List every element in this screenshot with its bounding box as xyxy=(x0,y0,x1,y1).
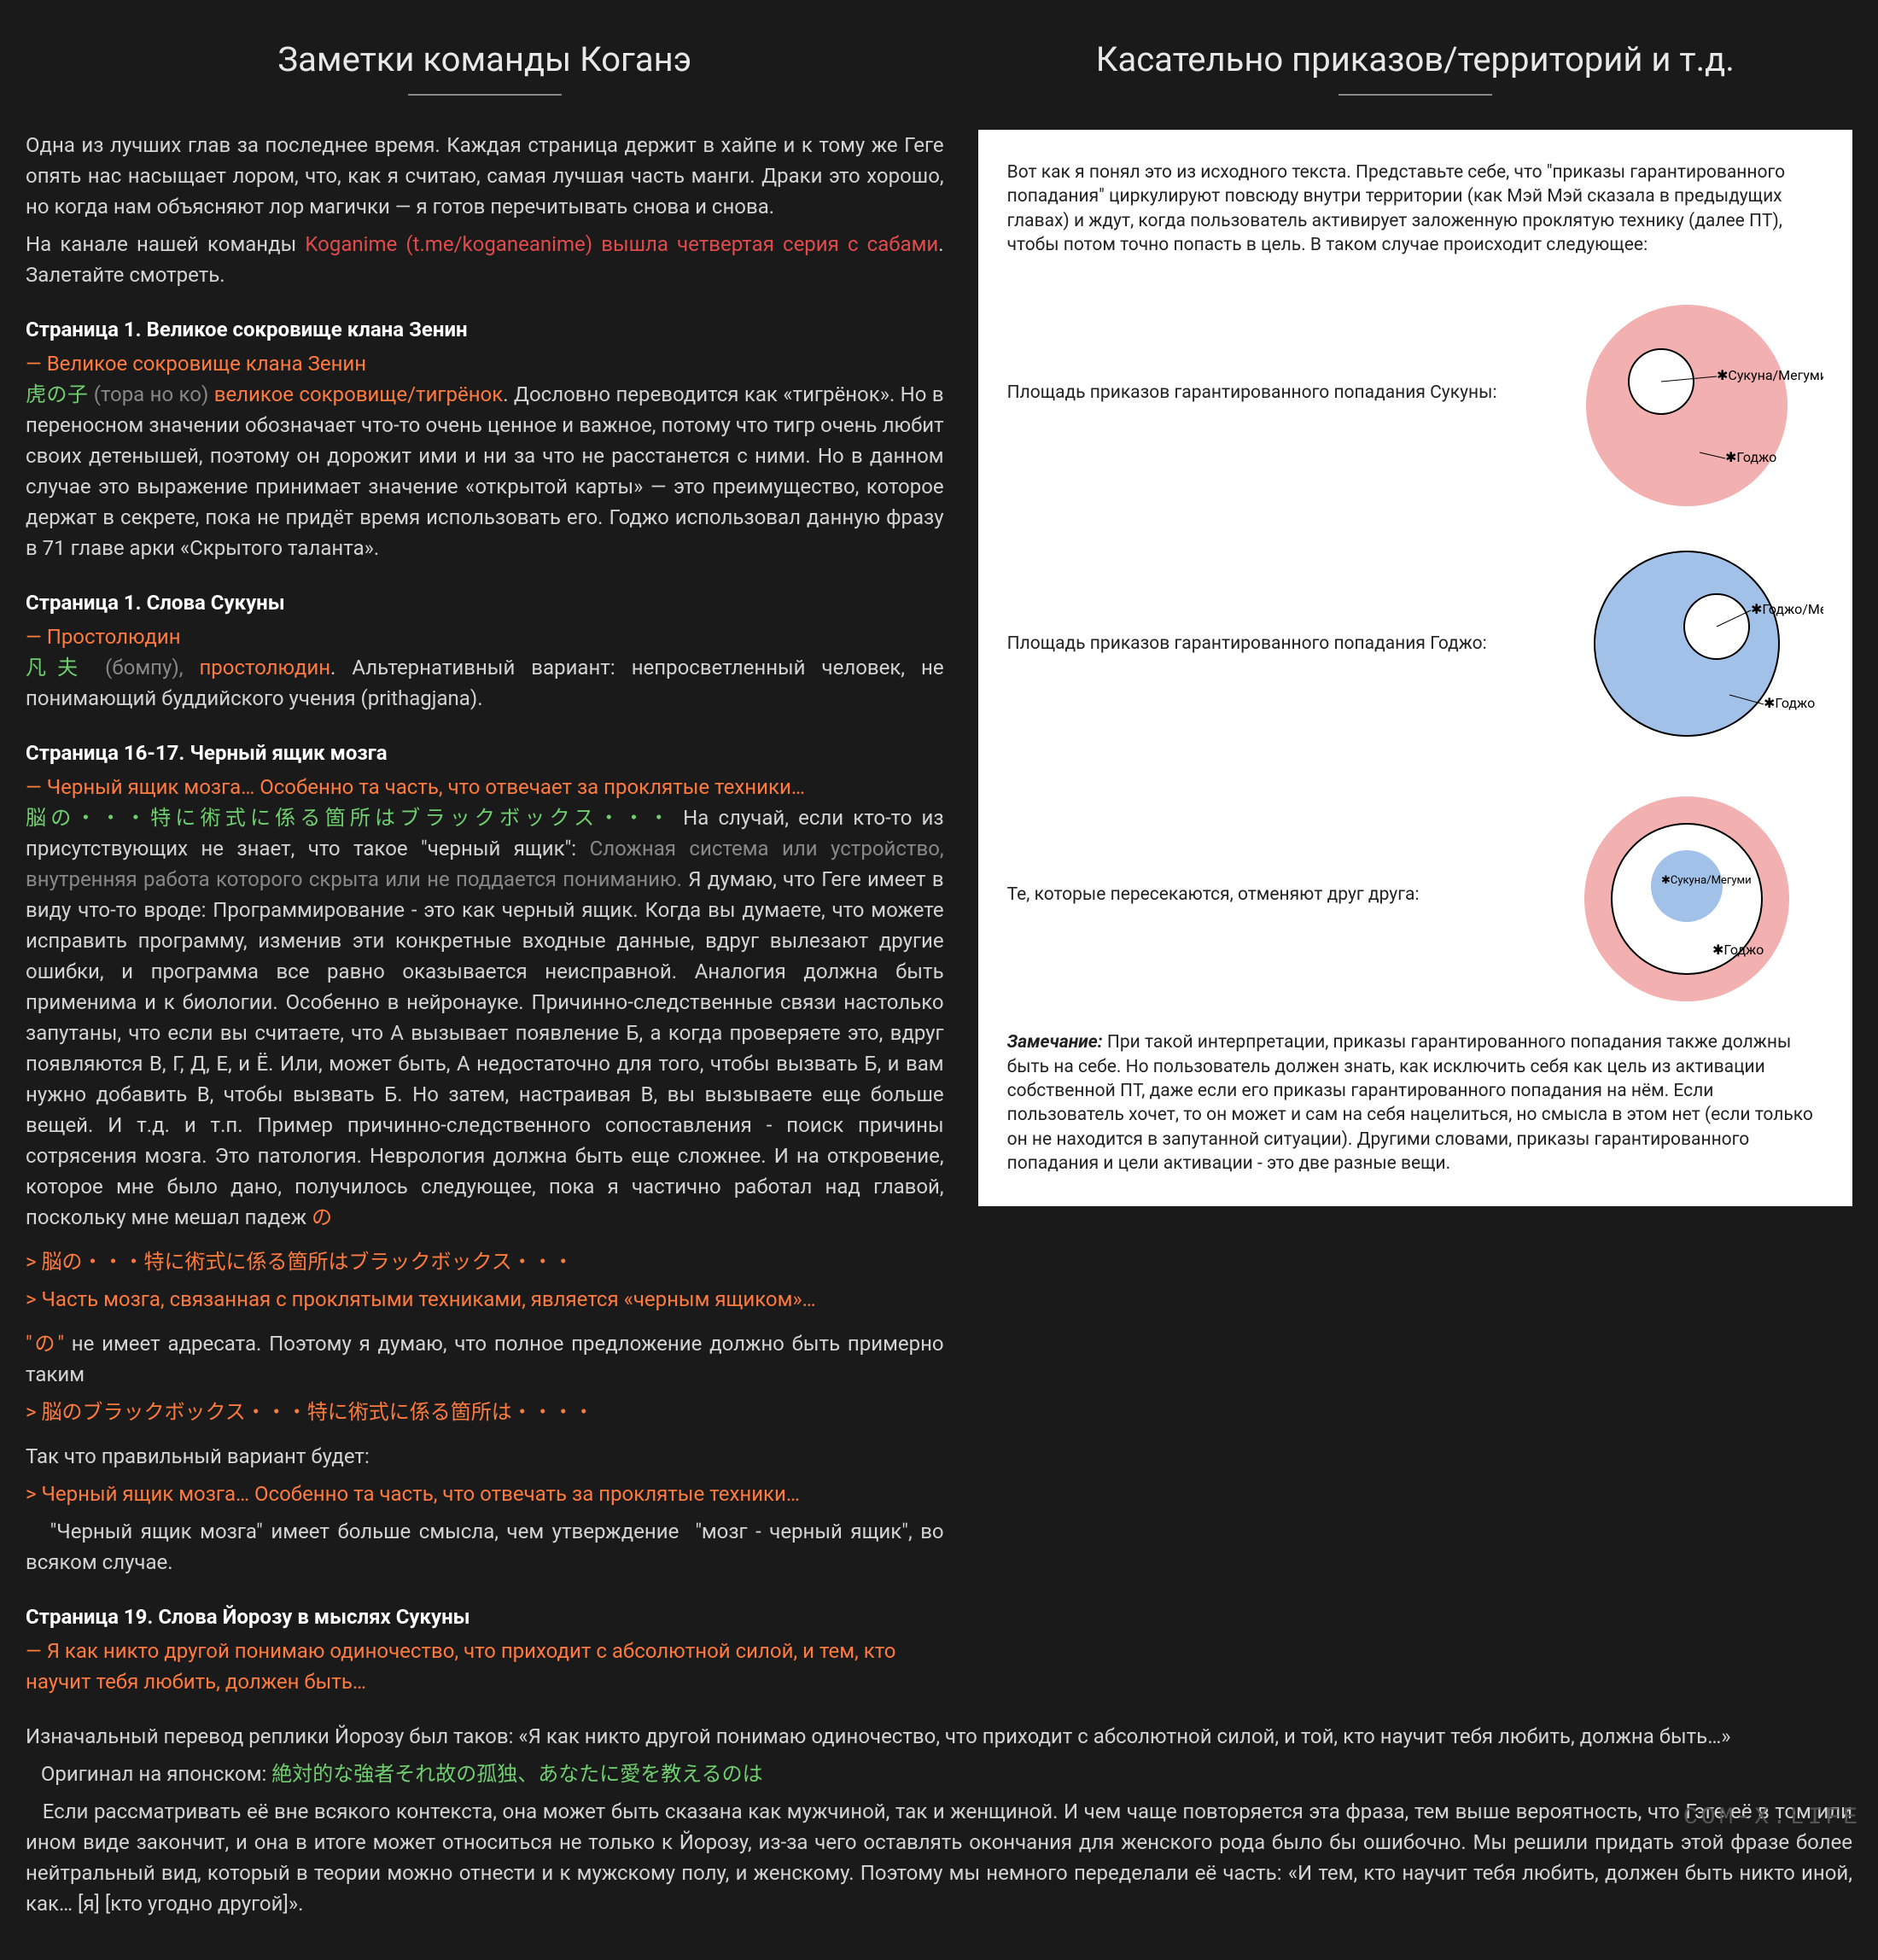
label-gojo: ✱Годжо xyxy=(1764,695,1815,711)
section-1-body: 虎の子 (тора но ко) великое сокровище/тигрё… xyxy=(26,379,944,563)
left-column: Заметки команды Коганэ Одна из лучших гл… xyxy=(26,34,944,1697)
jp-term: 凡夫 xyxy=(26,656,89,680)
label-gojo-megumi: ✱Годжо/Мегуми xyxy=(1751,601,1823,617)
label-gojo: ✱Годжо xyxy=(1725,449,1776,465)
header-underline-left xyxy=(408,94,562,96)
section-4-quote: — Я как никто другой понимаю одиночество… xyxy=(26,1636,944,1697)
translation-line-1: > Часть мозга, связанная с проклятыми те… xyxy=(26,1287,816,1311)
jp-line-1: > 脳の・・・特に術式に係る箇所はブラックボックス・・・ xyxy=(26,1250,574,1274)
jp-term: 虎の子 xyxy=(26,382,88,406)
header-underline-right xyxy=(1339,94,1492,96)
row1-svg: ✱Сукуна/Мегуми ✱Годжо xyxy=(1550,277,1823,508)
s4-line3: Если рассматривать её вне всякого контек… xyxy=(26,1796,1852,1919)
row2-graph: ✱Годжо/Мегуми ✱Годжо xyxy=(1550,528,1823,759)
section-2-title: Страница 1. Слова Сукуны xyxy=(26,587,944,618)
left-header: Заметки команды Коганэ xyxy=(26,34,944,85)
row3-svg: ✱Сукуна/Мегуми ✱Годжо xyxy=(1550,779,1823,1010)
s4-line2: Оригинал на японском: 絶対的な強者それ故の孤独、あなたに愛… xyxy=(26,1759,1852,1789)
diagram-row-3: Те, которые пересекаются, отменяют друг … xyxy=(1007,779,1823,1010)
section-1-quote: — Великое сокровище клана Зенин xyxy=(26,348,944,379)
watermark: COM-X.LIFE xyxy=(1683,1800,1861,1836)
s4-line1: Изначальный перевод реплики Йорозу был т… xyxy=(26,1721,1852,1752)
row1-label: Площадь приказов гарантированного попада… xyxy=(1007,380,1533,407)
correct-variant-intro: Так что правильный вариант будет: xyxy=(26,1441,944,1472)
no-particle-note: "の" не имеет адресата. Поэтому я думаю, … xyxy=(26,1328,944,1390)
diagram-row-2: Площадь приказов гарантированного попада… xyxy=(1007,528,1823,759)
section-2-quote: — Простолюдин xyxy=(26,621,944,652)
section-3-quote: — Черный ящик мозга… Особенно та часть, … xyxy=(26,772,944,802)
row3-graph: ✱Сукуна/Мегуми ✱Годжо xyxy=(1550,779,1823,1010)
row1-graph: ✱Сукуна/Мегуми ✱Годжо xyxy=(1550,277,1823,508)
diagram-row-1: Площадь приказов гарантированного попада… xyxy=(1007,277,1823,508)
diagram-intro: Вот как я понял это из исходного текста.… xyxy=(1007,160,1823,257)
row2-svg: ✱Годжо/Мегуми ✱Годжо xyxy=(1550,528,1823,759)
section-3-body: 脳の・・・特に術式に係る箇所はブラックボックス・・・ На случай, ес… xyxy=(26,802,944,1233)
diagram-note: Замечание: При такой интерпретации, прик… xyxy=(1007,1030,1823,1175)
label-gojo: ✱Годжо xyxy=(1712,942,1764,958)
section-4-title: Страница 19. Слова Йорозу в мыслях Сукун… xyxy=(26,1601,944,1632)
diagram-panel: Вот как я понял это из исходного текста.… xyxy=(978,130,1852,1206)
jp-line-2: > 脳のブラックボックス・・・特に術式に係る箇所は・・・・ xyxy=(26,1400,594,1424)
row3-label: Те, которые пересекаются, отменяют друг … xyxy=(1007,882,1533,909)
sukuna-area-circle xyxy=(1586,305,1788,506)
intro-para-1: Одна из лучших глав за последнее время. … xyxy=(26,130,944,222)
translation-line-2: > Черный ящик мозга… Особенно та часть, … xyxy=(26,1482,800,1506)
section-4-body: Изначальный перевод реплики Йорозу был т… xyxy=(26,1721,1852,1919)
section-3-closing: "Черный ящик мозга" имеет больше смысла,… xyxy=(26,1516,944,1578)
section-3-title: Страница 16-17. Черный ящик мозга xyxy=(26,738,944,768)
right-column: Касательно приказов/территорий и т.д. Во… xyxy=(978,34,1852,1697)
gojo-area-circle xyxy=(1595,551,1779,736)
label-center: ✱Сукуна/Мегуми xyxy=(1661,874,1752,887)
channel-link[interactable]: Koganime (t.me/koganeanime) вышла четвер… xyxy=(305,232,938,256)
row2-label: Площадь приказов гарантированного попада… xyxy=(1007,631,1533,658)
section-2-body: 凡夫 (бомпу), простолюдин. Альтернативный … xyxy=(26,652,944,714)
right-header: Касательно приказов/территорий и т.д. xyxy=(978,34,1852,85)
section-1-title: Страница 1. Великое сокровище клана Зени… xyxy=(26,314,944,345)
intro-para-2: На канале нашей команды Koganime (t.me/k… xyxy=(26,229,944,290)
label-sukuna-megumi: ✱Сукуна/Мегуми xyxy=(1717,367,1823,383)
jp-term: 脳の・・・特に術式に係る箇所はブラックボックス・・・ xyxy=(26,806,674,830)
